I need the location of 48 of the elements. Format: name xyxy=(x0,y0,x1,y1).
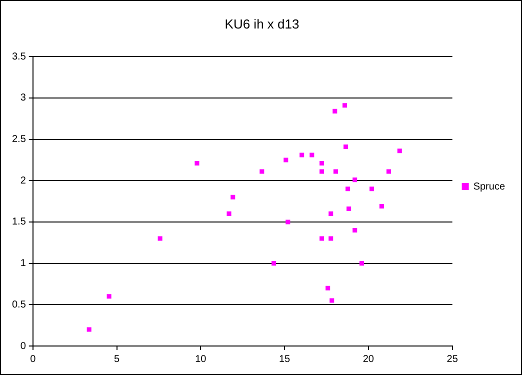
y-tick-label: 0.5 xyxy=(12,299,26,310)
point xyxy=(230,194,236,200)
point xyxy=(300,152,304,158)
point xyxy=(342,103,348,108)
y-tick-label: 2.5 xyxy=(12,134,26,146)
point xyxy=(86,327,92,332)
point xyxy=(397,148,402,154)
chart-title: KU6 ih x d13 xyxy=(224,16,300,32)
point xyxy=(320,236,324,241)
y-tick-label: 1.5 xyxy=(12,216,26,228)
legend-label: Spruce xyxy=(473,181,506,192)
point xyxy=(328,236,334,241)
point xyxy=(359,261,364,266)
point xyxy=(328,211,334,216)
point xyxy=(320,169,324,174)
x-tick-label: 25 xyxy=(446,354,458,365)
point xyxy=(194,160,200,166)
y-tick-label: 3.5 xyxy=(12,51,26,62)
point xyxy=(310,152,314,158)
y-tick-label: 1 xyxy=(20,258,26,270)
x-tick-label: 0 xyxy=(30,354,36,365)
point xyxy=(344,144,348,149)
x-tick-label: 15 xyxy=(278,354,291,365)
point xyxy=(386,169,391,174)
point xyxy=(332,108,338,114)
point xyxy=(379,204,384,209)
y-tick-label: 3 xyxy=(20,92,26,104)
point xyxy=(284,158,288,162)
point xyxy=(330,298,334,303)
point xyxy=(286,220,290,224)
x-tick-label: 20 xyxy=(362,354,374,365)
point xyxy=(352,178,358,182)
x-tick-label: 5 xyxy=(114,354,120,365)
point xyxy=(346,206,352,212)
y-tick-label: 0 xyxy=(20,340,26,352)
point xyxy=(333,169,338,174)
x-tick-label: 10 xyxy=(195,354,207,365)
point xyxy=(260,169,264,174)
point xyxy=(370,186,374,192)
point xyxy=(326,286,330,290)
point xyxy=(320,160,324,166)
y-tick-label: 2 xyxy=(20,175,26,186)
point xyxy=(346,186,350,192)
point xyxy=(272,261,276,266)
point xyxy=(352,228,358,233)
point xyxy=(226,211,232,216)
point xyxy=(158,236,162,241)
point xyxy=(106,294,112,299)
